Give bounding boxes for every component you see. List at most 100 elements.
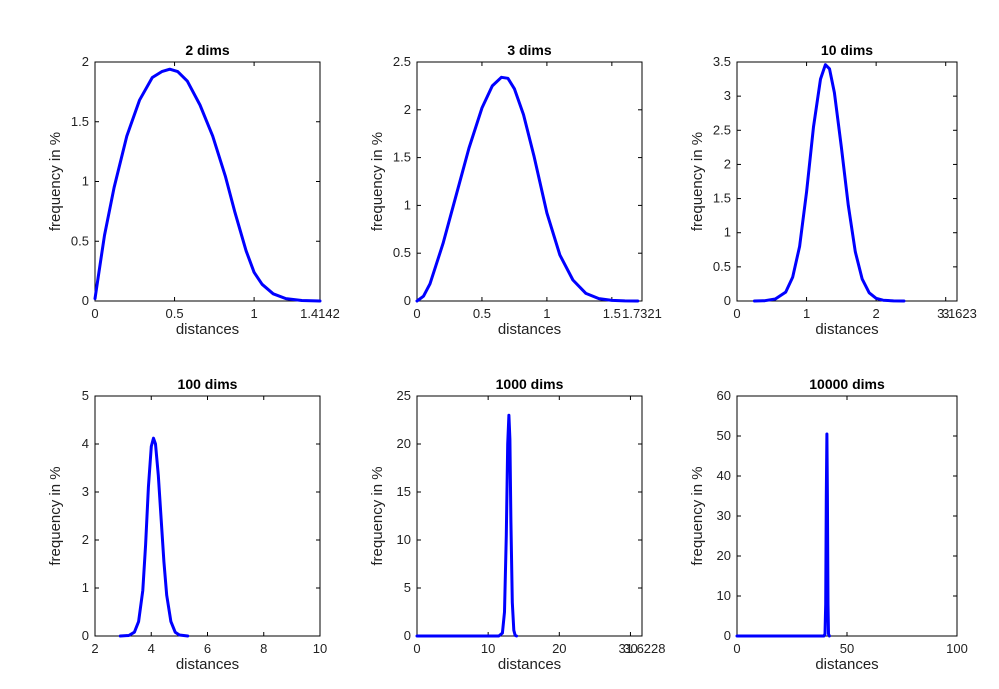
x-tick-label: 2 (873, 306, 880, 321)
y-tick-label: 4 (82, 436, 89, 451)
x-tick-label: 3 (942, 306, 949, 321)
y-tick-label: 10 (397, 532, 411, 547)
y-tick-label: 0.5 (393, 245, 411, 260)
y-tick-label: 3 (82, 484, 89, 499)
y-tick-label: 60 (717, 388, 731, 403)
subplot-4: 0 1 2 3 4 5 2 4 6 8 10 100 dims distances frequency i… (47, 376, 327, 673)
x-tick-label: 0 (733, 306, 740, 321)
x-tick-label: 31.6228 (619, 641, 666, 656)
y-axis-label: frequency in % (47, 132, 64, 231)
y-tick-label: 1.5 (393, 150, 411, 165)
y-tick-label: 2 (724, 156, 731, 171)
chart-title: 10 dims (821, 42, 873, 58)
axes-box (736, 395, 958, 637)
x-tick-label: 0 (413, 306, 420, 321)
y-axis-label: frequency in % (689, 466, 706, 565)
series-line-1 (415, 413, 519, 638)
axes-box (94, 61, 321, 302)
y-tick-label: 0 (724, 628, 731, 643)
y-tick-label: 3 (724, 88, 731, 103)
y-tick-label: 50 (717, 428, 731, 443)
y-tick-label: 1 (82, 174, 89, 189)
x-axis-label: distances (815, 656, 878, 673)
y-tick-label: 25 (397, 388, 411, 403)
y-tick-label: 40 (717, 468, 731, 483)
x-tick-label: 10 (313, 641, 327, 656)
chart-title: 2 dims (185, 42, 230, 58)
x-tick-label: 1.7321 (622, 306, 662, 321)
y-tick-label: 0.5 (713, 259, 731, 274)
y-tick-label: 5 (404, 580, 411, 595)
x-tick-label: 1 (543, 306, 550, 321)
axes-box (736, 61, 958, 302)
chart-title: 10000 dims (809, 376, 885, 392)
y-tick-label: 30 (717, 508, 731, 523)
y-tick-label: 15 (397, 484, 411, 499)
x-tick-label: 1 (803, 306, 810, 321)
y-tick-label: 1.5 (71, 114, 89, 129)
y-tick-label: 0 (82, 293, 89, 308)
y-tick-label: 0 (404, 293, 411, 308)
y-axis-label: frequency in % (47, 466, 64, 565)
x-tick-label: 100 (946, 641, 968, 656)
chart-title: 1000 dims (496, 376, 564, 392)
x-tick-label: 0.5 (166, 306, 184, 321)
y-tick-label: 0 (724, 293, 731, 308)
chart-title: 3 dims (507, 42, 552, 58)
y-tick-label: 0.5 (71, 233, 89, 248)
y-tick-label: 20 (717, 548, 731, 563)
x-axis-label: distances (815, 321, 878, 338)
series-line-1 (93, 67, 322, 303)
x-axis-label: distances (176, 321, 239, 338)
series-line-1 (735, 432, 831, 638)
x-axis-label: distances (498, 656, 561, 673)
x-tick-label: 2 (91, 641, 98, 656)
y-tick-label: 3.5 (713, 54, 731, 69)
x-tick-label: 4 (148, 641, 155, 656)
x-tick-label: 0 (91, 306, 98, 321)
axes-box (94, 395, 321, 637)
y-tick-label: 2.5 (713, 122, 731, 137)
y-tick-label: 0 (404, 628, 411, 643)
y-tick-label: 10 (717, 588, 731, 603)
subplot-1: 0 0.5 1 1.5 2 0 0.5 1 1.4142 2 dims distances frequ… (47, 42, 340, 338)
y-tick-label: 1 (724, 225, 731, 240)
x-tick-label: 1 (250, 306, 257, 321)
x-tick-label: 3.1623 (937, 306, 977, 321)
y-axis-label: frequency in % (369, 132, 386, 231)
y-axis-label: frequency in % (689, 132, 706, 231)
y-tick-label: 2.5 (393, 54, 411, 69)
series-line-1 (752, 63, 906, 303)
subplot-6: 0 10 20 30 40 50 60 0 50 100 10000 dims distances fr… (689, 376, 968, 673)
x-tick-label: 0 (733, 641, 740, 656)
axes-box (416, 395, 643, 637)
x-tick-label: 0 (413, 641, 420, 656)
y-tick-label: 1.5 (713, 191, 731, 206)
x-axis-label: distances (498, 321, 561, 338)
x-tick-label: 1.5 (603, 306, 621, 321)
y-tick-label: 1 (82, 580, 89, 595)
x-tick-label: 20 (552, 641, 566, 656)
x-axis-label: distances (176, 656, 239, 673)
y-tick-label: 2 (82, 532, 89, 547)
y-axis-label: frequency in % (369, 466, 386, 565)
x-tick-label: 10 (481, 641, 495, 656)
y-tick-label: 2 (82, 54, 89, 69)
chart-title: 100 dims (178, 376, 238, 392)
x-tick-label: 6 (204, 641, 211, 656)
y-tick-label: 1 (404, 197, 411, 212)
x-tick-label: 0.5 (473, 306, 491, 321)
x-tick-label: 8 (260, 641, 267, 656)
y-tick-label: 20 (397, 436, 411, 451)
y-tick-label: 0 (82, 628, 89, 643)
x-tick-label: 30 (623, 641, 637, 656)
series-line-1 (415, 75, 640, 303)
x-tick-label: 1.4142 (300, 306, 340, 321)
axes-box (416, 61, 643, 302)
x-tick-label: 50 (840, 641, 854, 656)
y-tick-label: 5 (82, 388, 89, 403)
